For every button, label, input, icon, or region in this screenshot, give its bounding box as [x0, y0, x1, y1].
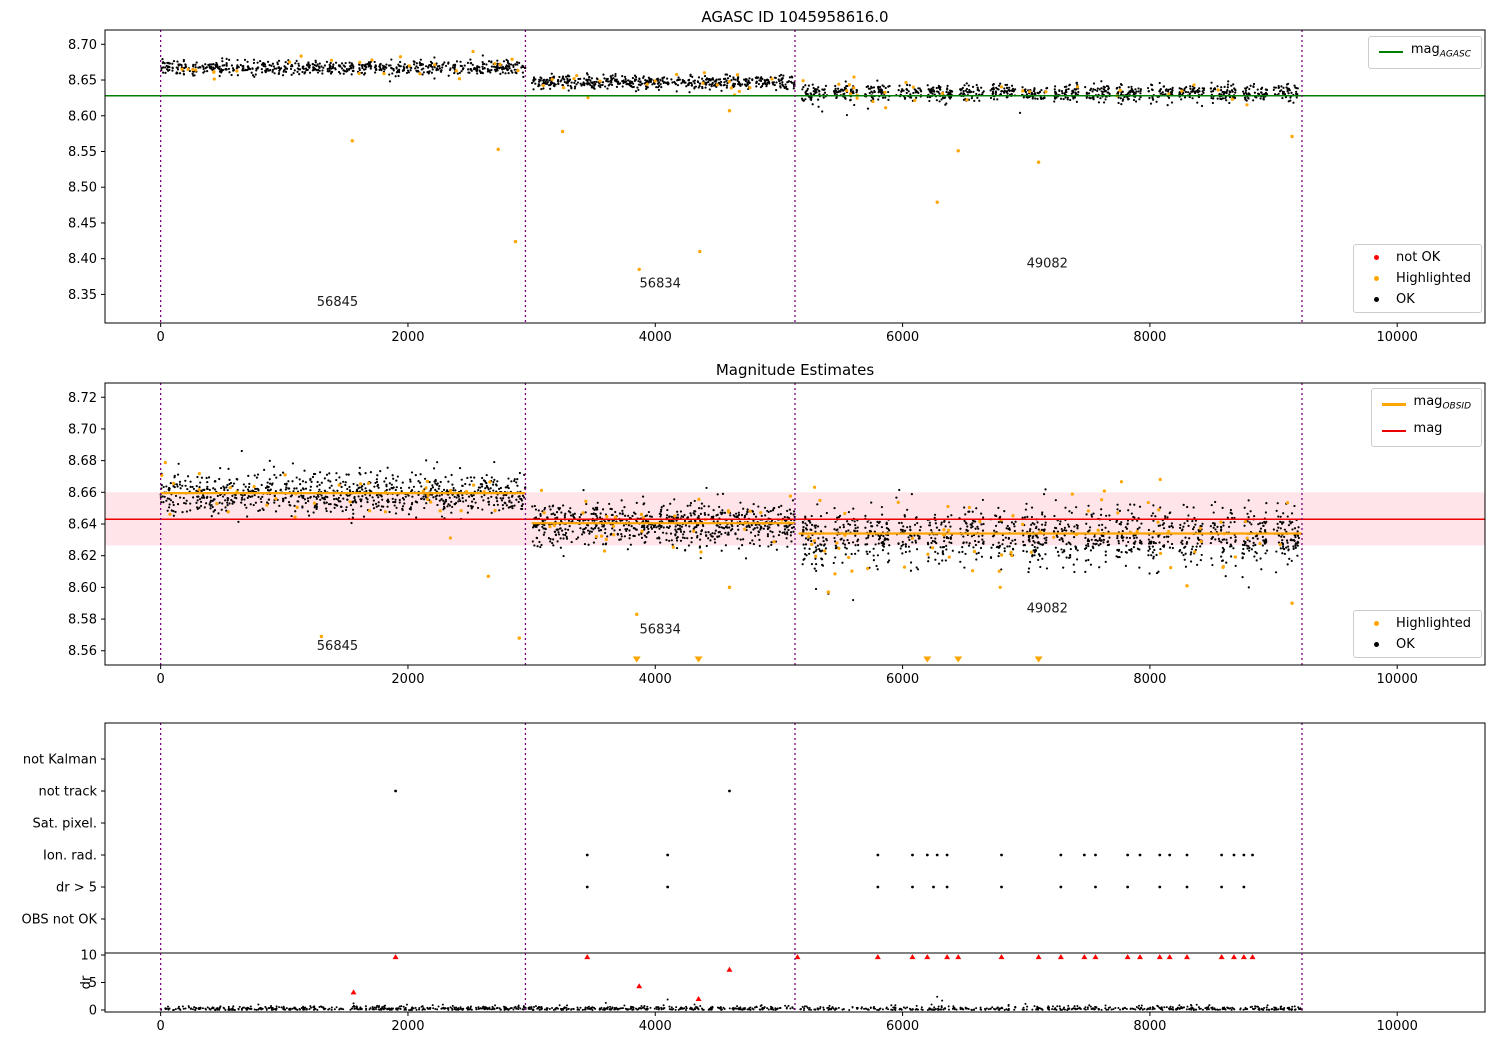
- dr-not-ok-marker: [1137, 954, 1143, 960]
- black-dot-icon: [1373, 642, 1379, 647]
- dr-not-ok-marker: [726, 966, 733, 972]
- clipped-point-marker: [632, 656, 641, 663]
- plot1-title: AGASC ID 1045958616.0: [701, 8, 889, 26]
- plot2-legend-markers: Highlighted OK: [1353, 610, 1482, 658]
- legend-label-mag-agasc: magAGASC: [1411, 42, 1471, 63]
- ok-marker-swatch: [1364, 642, 1388, 647]
- legend-label-main: mag: [1413, 420, 1443, 436]
- dr-not-ok-marker: [874, 954, 881, 960]
- legend-item-ok: OK: [1364, 637, 1471, 652]
- svg-text:8.45: 8.45: [68, 216, 97, 231]
- legend-label-not-ok: not OK: [1396, 250, 1441, 265]
- dr-not-ok-marker: [584, 954, 591, 960]
- svg-text:8.55: 8.55: [68, 145, 97, 160]
- dr-not-ok-marker: [1081, 954, 1088, 960]
- plot2-title: Magnitude Estimates: [715, 361, 875, 379]
- svg-text:2000: 2000: [391, 330, 424, 345]
- legend-label-sub: OBSID: [1442, 401, 1471, 412]
- legend-label-highlighted: Highlighted: [1396, 616, 1471, 631]
- clipped-point-marker: [694, 656, 703, 663]
- dr-not-ok-marker: [350, 989, 357, 995]
- svg-text:49082: 49082: [1027, 256, 1068, 271]
- legend-label-sub: AGASC: [1439, 49, 1471, 60]
- legend-label-highlighted: Highlighted: [1396, 271, 1471, 286]
- dr-not-ok-marker: [1218, 954, 1225, 960]
- plot1-legend-markers: not OK Highlighted OK: [1353, 244, 1482, 313]
- svg-text:6000: 6000: [886, 330, 919, 345]
- clipped-point-marker: [954, 656, 963, 663]
- svg-text:56845: 56845: [317, 295, 358, 310]
- svg-text:8000: 8000: [1133, 330, 1166, 345]
- dr-not-ok-marker: [1249, 954, 1256, 960]
- legend-item-ok: OK: [1364, 292, 1471, 307]
- legend-item-mag-obsid: magOBSID: [1381, 394, 1471, 415]
- legend-label-mag: mag: [1414, 421, 1443, 442]
- svg-text:10000: 10000: [1377, 330, 1418, 345]
- legend-label-mag-obsid: magOBSID: [1414, 394, 1471, 415]
- dr-not-ok-marker: [1124, 954, 1131, 960]
- dr-not-ok-marker: [1092, 954, 1099, 960]
- dr-axis-label: dr: [79, 975, 94, 989]
- svg-text:8.40: 8.40: [68, 252, 97, 267]
- dr-not-ok-marker: [392, 954, 399, 960]
- legend-item-highlighted: Highlighted: [1364, 616, 1471, 631]
- svg-text:0: 0: [157, 330, 165, 345]
- orange-dot-icon: [1373, 276, 1379, 281]
- legend-item-not-ok: not OK: [1364, 250, 1471, 265]
- green-line-icon: [1378, 51, 1403, 54]
- dr-not-ok-marker: [1057, 954, 1064, 960]
- clipped-point-marker: [923, 656, 932, 663]
- orange-dot-icon: [1373, 621, 1379, 626]
- dr-not-ok-marker: [944, 954, 951, 960]
- svg-text:4000: 4000: [639, 330, 672, 345]
- not-ok-marker-swatch: [1364, 255, 1388, 260]
- svg-text:8.60: 8.60: [68, 109, 97, 124]
- red-dot-icon: [1373, 255, 1379, 260]
- dr-not-ok-marker: [998, 954, 1005, 960]
- svg-text:8.50: 8.50: [68, 181, 97, 196]
- svg-text:8.65: 8.65: [68, 74, 97, 89]
- dr-not-ok-marker: [1035, 954, 1042, 960]
- plot2-legend-lines: magOBSID mag: [1370, 388, 1482, 448]
- ok-marker-swatch: [1364, 297, 1388, 302]
- dr-not-ok-marker: [1240, 954, 1247, 960]
- mag-obsid-line-swatch: [1381, 402, 1406, 406]
- dr-not-ok-marker: [924, 954, 931, 960]
- highlighted-marker-swatch: [1364, 621, 1388, 626]
- svg-text:8.70: 8.70: [68, 38, 97, 53]
- dr-not-ok-marker: [1183, 954, 1190, 960]
- plot1-legend-mag-agasc: magAGASC: [1367, 36, 1482, 69]
- black-dot-icon: [1373, 297, 1379, 302]
- legend-label-main: mag: [1410, 42, 1440, 57]
- svg-text:56834: 56834: [640, 276, 681, 291]
- dr-not-ok-marker: [1230, 954, 1237, 960]
- dr-not-ok-marker: [636, 983, 643, 989]
- legend-label-ok: OK: [1396, 637, 1415, 652]
- legend-item-highlighted: Highlighted: [1364, 271, 1471, 286]
- mag-line-swatch: [1381, 429, 1406, 432]
- clipped-point-marker: [1034, 656, 1043, 663]
- dr-not-ok-marker: [1166, 954, 1173, 960]
- svg-text:8.35: 8.35: [68, 288, 97, 303]
- legend-item-mag: mag: [1381, 421, 1471, 442]
- dr-not-ok-marker: [909, 954, 916, 960]
- plot1-agasc-group: 56845 56834 49082 0 2000 4000 6000 8000 10000 8.3…: [68, 29, 1486, 345]
- orange-line-icon: [1381, 402, 1406, 406]
- dr-not-ok-marker: [695, 995, 702, 1001]
- legend-item-mag-agasc: magAGASC: [1378, 42, 1471, 63]
- legend-label-ok: OK: [1396, 292, 1415, 307]
- dr-not-ok-marker: [794, 954, 801, 960]
- dr-not-ok-marker: [955, 954, 962, 960]
- red-line-icon: [1381, 429, 1406, 432]
- legend-label-main: mag: [1413, 394, 1443, 409]
- highlighted-marker-swatch: [1364, 276, 1388, 281]
- mag-agasc-line-swatch: [1378, 51, 1403, 54]
- dr-not-ok-marker: [1156, 954, 1163, 960]
